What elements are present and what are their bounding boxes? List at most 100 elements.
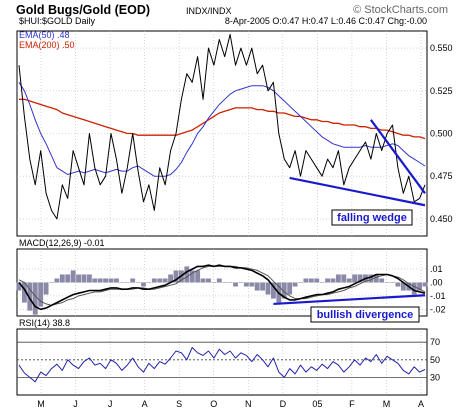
macd-histogram-bar [168,274,174,283]
price-tick-label: 0.500 [430,129,453,139]
macd-line [18,264,426,311]
divergence-trendline [273,294,426,306]
x-tick-label: 05 [312,399,322,409]
macd-histogram-bar [54,278,60,283]
macd-histogram-bar [211,282,217,283]
macd-histogram-bar [325,278,330,283]
macd-histogram-bar [357,274,363,283]
bullish-divergence-label: bullish divergence [317,309,414,321]
macd-histogram-bar [49,282,54,283]
ema50-legend: EMA(50) .48 [19,30,70,40]
falling-wedge-label: falling wedge [337,212,407,224]
macd-histogram-bar [368,274,374,283]
wedge-lower-trendline [289,176,426,207]
macd-histogram-bar [119,282,125,283]
macd-histogram-bar [352,274,358,283]
macd-histogram-bar [390,282,395,283]
macd-histogram-bar [249,282,255,287]
wedge-upper-trendline [369,119,426,194]
macd-histogram-bar [411,282,417,295]
ohlc-line: 8-Apr-2005 O:0.47 H:0.47 L:0.46 C:0.47 C… [225,16,427,26]
exchange-label: INDX/INDX [186,6,232,16]
macd-histogram-bar [308,278,314,283]
rsi-line [18,347,426,383]
x-tick-label: J [73,399,78,409]
macd-histogram-bar [124,282,130,283]
macd-histogram-bar [260,282,266,291]
x-tick-label: D [280,399,287,409]
macd-histogram-bar [265,282,271,295]
chart-title: Gold Bugs/Gold (EOD) [16,3,150,17]
macd-histogram-bar [97,278,103,283]
x-tick-label: F [349,399,355,409]
macd-histogram-bar [151,278,157,283]
annotation-layer: falling wedge bullish divergence [273,119,426,323]
bullish-divergence-label-box [310,306,420,323]
rsi-tick-label: 70 [430,337,440,347]
macd-histogram-bar [157,278,163,283]
macd-title: MACD(12,26,9) -0.01 [19,238,105,248]
macd-histogram-bar [270,282,276,299]
macd-histogram-bar [400,282,406,291]
macd-histogram-bar [108,278,114,283]
macd-histogram-bar [16,282,22,291]
x-tick-label: M [37,399,45,409]
macd-tick-label: .01 [430,264,443,274]
macd-histogram-bar [38,282,44,307]
macd-histogram-bar [173,270,179,283]
symbol-line: $HUI:$GOLD Daily [19,16,96,26]
macd-histogram-bar [216,278,222,283]
macd-histogram-bar [233,282,238,287]
macd-histogram-bar [227,282,233,283]
macd-histogram-bar [287,282,293,295]
ema200-line [19,98,426,140]
macd-histogram-bar [43,282,49,295]
macd-histogram-bar [314,278,320,283]
price-tick-label: 0.525 [430,86,453,96]
rsi-title: RSI(14) 38.8 [19,318,70,328]
macd-histogram-bar [65,274,71,283]
macd-histogram-bar [81,274,87,283]
macd-histogram-bar [92,278,98,283]
macd-tick-label: .00 [430,278,443,288]
macd-histogram-bar [141,282,146,287]
macd-histogram-bar [384,282,390,283]
macd-histogram-bar [21,282,27,303]
macd-tick-label: -.01 [430,291,446,301]
x-tick-label: J [108,399,113,409]
macd-layer [16,264,428,315]
x-tick-label: O [210,399,217,409]
rsi-tick-label: 50 [430,355,440,365]
x-tick-label: M [383,399,391,409]
macd-histogram-bar [130,278,136,283]
macd-histogram-bar [330,278,336,283]
x-tick-label: S [176,399,182,409]
price-tick-label: 0.550 [430,43,453,53]
macd-histogram-bar [422,282,428,287]
macd-histogram-bar [184,266,190,283]
macd-histogram-bar [346,278,352,283]
macd-histogram-bar [206,278,211,283]
macd-histogram-bar [162,278,168,283]
macd-histogram-bar [146,282,152,283]
macd-histogram-bar [243,282,249,287]
macd-histogram-bar [59,274,65,283]
rsi-tick-label: 30 [430,372,440,382]
rsi-layer [18,347,426,383]
macd-histogram-bar [27,282,33,311]
macd-histogram-bar [281,282,287,299]
macd-histogram-bar [303,278,309,283]
macd-histogram-bar [254,282,260,291]
copyright-label: © StockCharts.com [353,4,448,16]
price-tick-label: 0.450 [430,214,453,224]
macd-histogram-bar [32,282,38,315]
macd-histogram-bar [76,274,81,283]
rsi-panel-frame [16,328,428,396]
x-tick-label: A [418,399,424,409]
macd-histogram-bar [103,278,109,283]
macd-histogram-bar [335,274,341,283]
price-line [18,33,426,220]
macd-histogram-bar [319,282,325,283]
